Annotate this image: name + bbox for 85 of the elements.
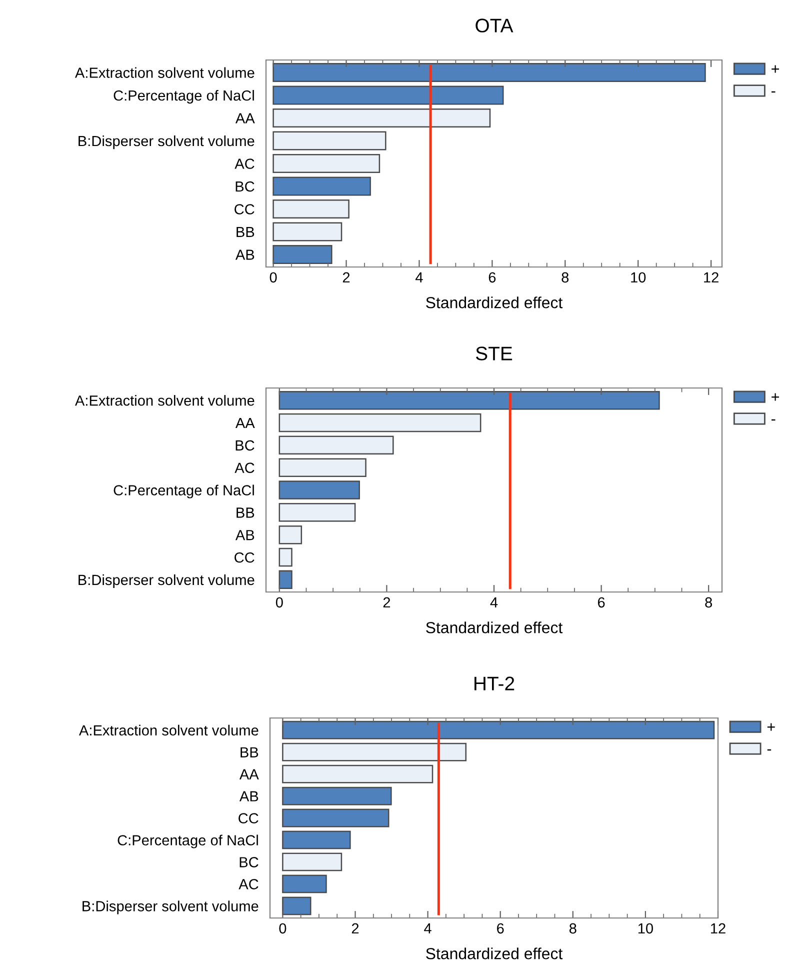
x-axis-title: Standardized effect: [426, 948, 563, 960]
x-tick-label: 10: [631, 272, 646, 283]
x-tick-label: 8: [705, 597, 712, 608]
y-tick-label: CC: [234, 552, 254, 563]
x-tick-label: 8: [562, 272, 569, 283]
bar: [278, 436, 394, 455]
y-tick-label: AC: [234, 158, 254, 169]
y-tick-label: A:Extraction solvent volume: [74, 395, 254, 406]
x-tick-label: 6: [488, 272, 496, 283]
y-tick-label: BC: [236, 440, 254, 451]
chart-title: HT-2: [474, 676, 514, 690]
x-tick-label: 2: [383, 597, 390, 608]
x-tick-label: 6: [497, 923, 504, 934]
y-tick-label: AA: [235, 418, 255, 428]
x-tick-label: 2: [352, 923, 359, 934]
x-tick-label: 4: [424, 923, 432, 934]
bar: [272, 154, 380, 173]
bar: [278, 480, 360, 500]
y-tick-label: AA: [239, 769, 259, 780]
y-tick-label: BC: [236, 181, 254, 192]
legend-label: -: [772, 419, 776, 421]
y-tick-label: C:Percentage of NaCl: [114, 90, 254, 104]
bar: [278, 503, 356, 522]
bar: [282, 808, 390, 828]
y-tick-label: BB: [240, 747, 258, 758]
x-tick-label: 10: [638, 923, 653, 934]
x-tick-label: 2: [342, 272, 350, 282]
bar: [272, 108, 491, 128]
x-axis-title: Standardized effect: [426, 622, 563, 634]
y-tick-label: A:Extraction solvent volume: [74, 67, 254, 78]
x-tick-label: 12: [704, 272, 718, 282]
chart-title: STE: [476, 346, 512, 360]
bar: [272, 131, 386, 150]
legend-label: -: [767, 749, 772, 751]
y-tick-label: AB: [239, 791, 258, 802]
y-tick-label: AB: [235, 250, 254, 260]
bar: [282, 896, 312, 916]
bar: [282, 852, 342, 872]
chart-title: OTA: [476, 18, 514, 32]
y-tick-label: B:Disperser solvent volume: [82, 900, 258, 914]
bar: [282, 786, 392, 806]
y-tick-label: BC: [240, 857, 258, 868]
bar: [272, 176, 371, 196]
bar: [278, 413, 482, 432]
y-tick-label: C:Percentage of NaCl: [118, 834, 258, 848]
y-tick-label: C:Percentage of NaCl: [114, 484, 254, 498]
x-tick-label: 0: [276, 597, 283, 608]
bar: [282, 830, 351, 850]
x-tick-label: 12: [711, 923, 726, 934]
bar: [282, 720, 715, 740]
legend-label: -: [772, 91, 776, 93]
x-tick-label: 0: [279, 923, 286, 934]
bar: [272, 244, 332, 264]
bar: [278, 570, 292, 590]
bar: [272, 86, 504, 105]
y-tick-label: AB: [235, 530, 254, 540]
legend-label: +: [772, 393, 780, 401]
y-tick-label: AC: [238, 879, 258, 890]
x-tick-label: 6: [598, 597, 605, 608]
bar: [282, 764, 434, 784]
bar: [272, 63, 706, 82]
y-tick-label: B:Disperser solvent volume: [78, 135, 254, 150]
y-tick-label: BB: [236, 508, 254, 518]
bar: [278, 548, 292, 567]
x-tick-label: 4: [415, 272, 423, 282]
bar: [278, 458, 366, 477]
y-tick-label: AA: [235, 113, 255, 124]
x-tick-label: 8: [569, 923, 576, 934]
x-tick-label: 4: [490, 597, 498, 608]
bar: [278, 525, 302, 544]
x-tick-label: 0: [270, 272, 277, 283]
bar: [282, 874, 327, 894]
y-tick-label: B:Disperser solvent volume: [78, 574, 254, 588]
y-tick-label: CC: [238, 813, 258, 824]
legend-label: +: [772, 65, 780, 73]
bar: [282, 742, 467, 762]
y-tick-label: BB: [236, 226, 254, 238]
y-tick-label: AC: [234, 462, 254, 474]
bar: [272, 222, 342, 242]
bar: [272, 200, 350, 218]
x-axis-title: Standardized effect: [426, 296, 563, 308]
legend-label: +: [767, 723, 775, 731]
bar: [278, 390, 660, 410]
y-tick-label: A:Extraction solvent volume: [78, 724, 258, 736]
y-tick-label: CC: [234, 204, 254, 214]
